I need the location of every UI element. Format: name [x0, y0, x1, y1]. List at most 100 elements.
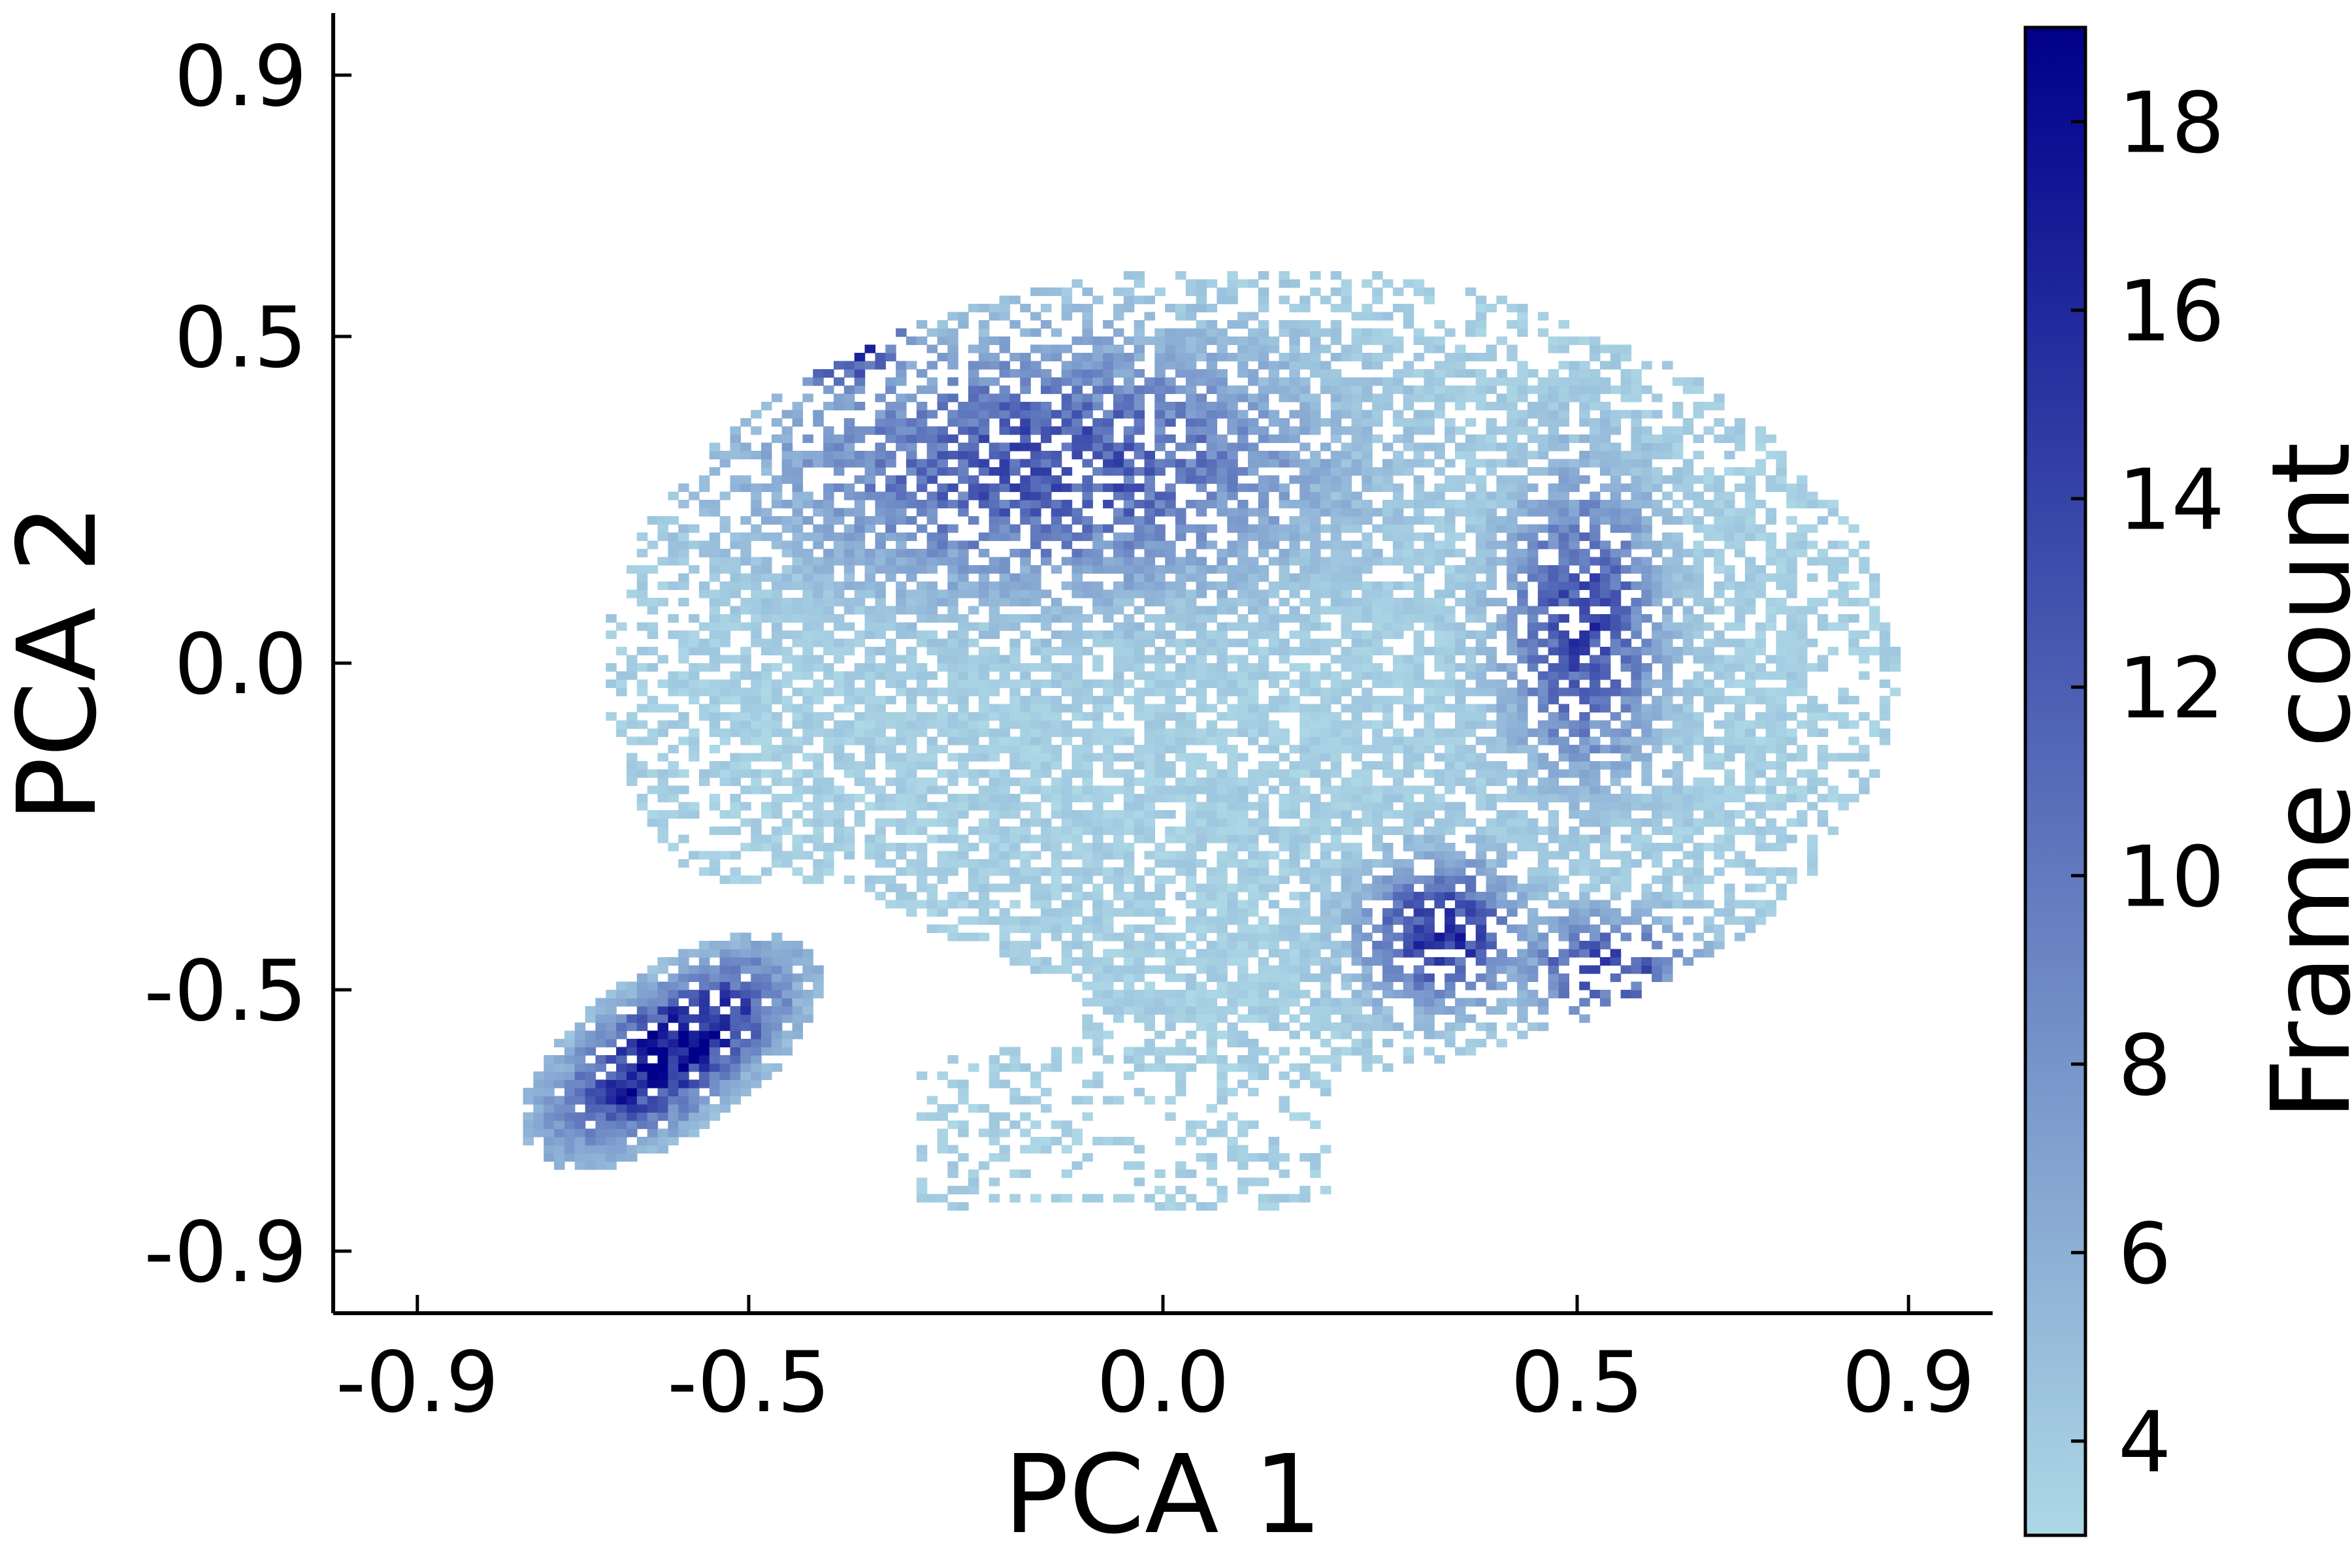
heatmap-cell [1144, 598, 1155, 607]
heatmap-cell [1134, 998, 1145, 1007]
heatmap-cell [1392, 287, 1404, 297]
heatmap-cell [1372, 598, 1383, 607]
heatmap-cell [1020, 353, 1031, 362]
heatmap-cell [1061, 532, 1073, 542]
heatmap-cell [1123, 295, 1135, 304]
heatmap-cell [1165, 810, 1176, 819]
heatmap-cell [1041, 818, 1052, 827]
heatmap-cell [1092, 1047, 1103, 1056]
heatmap-cell [854, 353, 866, 362]
heatmap-cell [698, 973, 710, 983]
heatmap-cell [823, 843, 834, 852]
heatmap-cell [1071, 336, 1083, 346]
heatmap-cell [1165, 459, 1176, 468]
heatmap-cell [1445, 802, 1456, 811]
heatmap-cell [1123, 442, 1135, 451]
heatmap-cell [1268, 524, 1280, 533]
heatmap-cell [1382, 622, 1394, 631]
heatmap-cell [999, 834, 1011, 843]
heatmap-cell [719, 1088, 731, 1097]
heatmap-cell [636, 720, 648, 729]
heatmap-cell [843, 794, 855, 803]
heatmap-cell [1320, 540, 1331, 549]
heatmap-cell [1445, 1006, 1456, 1015]
heatmap-cell [730, 777, 741, 787]
heatmap-cell [813, 843, 824, 852]
heatmap-cell [1434, 500, 1445, 509]
heatmap-cell [1175, 369, 1186, 378]
heatmap-cell [1227, 565, 1238, 574]
heatmap-cell [1061, 769, 1073, 778]
heatmap-cell [1392, 892, 1404, 901]
heatmap-cell [1351, 614, 1362, 623]
heatmap-cell [823, 671, 834, 680]
heatmap-cell [978, 344, 990, 353]
heatmap-cell [1237, 320, 1249, 329]
heatmap-cell [781, 549, 793, 558]
heatmap-cell [1445, 614, 1456, 623]
heatmap-cell [813, 761, 824, 770]
heatmap-cell [968, 540, 979, 549]
heatmap-cell [885, 532, 896, 542]
heatmap-cell [1362, 532, 1373, 542]
heatmap-cell [1196, 883, 1207, 892]
heatmap-cell [1071, 573, 1083, 582]
heatmap-cell [1403, 655, 1414, 664]
heatmap-cell [999, 532, 1011, 542]
heatmap-cell [885, 663, 896, 672]
heatmap-cell [896, 491, 907, 500]
heatmap-cell [1289, 581, 1300, 591]
heatmap-cell [1320, 916, 1331, 925]
heatmap-cell [627, 981, 638, 990]
heatmap-cell [1217, 941, 1228, 950]
heatmap-cell [1123, 941, 1135, 950]
heatmap-cell [1299, 630, 1311, 640]
heatmap-cell [1289, 859, 1300, 868]
heatmap-cell [958, 630, 969, 640]
heatmap-cell [978, 916, 990, 925]
heatmap-cell [1051, 483, 1062, 493]
heatmap-cell [1009, 1055, 1021, 1064]
heatmap-cell [698, 500, 710, 509]
heatmap-cell [926, 1194, 938, 1203]
heatmap-cell [1237, 361, 1249, 370]
heatmap-cell [1165, 410, 1176, 419]
heatmap-cell [657, 777, 668, 787]
heatmap-cell [606, 1104, 617, 1113]
heatmap-cell [1030, 500, 1041, 509]
heatmap-cell [843, 402, 855, 411]
heatmap-cell [554, 1071, 565, 1081]
heatmap-cell [1103, 598, 1114, 607]
heatmap-cell [761, 1039, 772, 1048]
heatmap-cell [1362, 304, 1373, 313]
heatmap-cell [1227, 843, 1238, 852]
heatmap-cell [1144, 745, 1155, 754]
heatmap-cell [1445, 687, 1456, 696]
heatmap-cell [1392, 679, 1404, 689]
heatmap-cell [1237, 998, 1249, 1007]
heatmap-cell [1009, 1120, 1021, 1130]
heatmap-cell [906, 336, 917, 346]
heatmap-cell [751, 941, 762, 950]
heatmap-cell [751, 696, 762, 705]
heatmap-cell [896, 589, 907, 598]
heatmap-cell [1382, 794, 1394, 803]
heatmap-cell [761, 834, 772, 843]
heatmap-cell [1041, 965, 1052, 974]
heatmap-cell [1392, 622, 1404, 631]
heatmap-cell [875, 671, 886, 680]
heatmap-cell [1196, 377, 1207, 386]
heatmap-cell [740, 761, 751, 770]
heatmap-cell [1185, 867, 1197, 876]
heatmap-cell [1154, 614, 1166, 623]
heatmap-cell [813, 532, 824, 542]
heatmap-cell [823, 385, 834, 395]
heatmap-cell [1206, 990, 1218, 999]
heatmap-cell [740, 1071, 751, 1081]
heatmap-cell [1289, 924, 1300, 934]
heatmap-cell [1134, 883, 1145, 892]
heatmap-cell [978, 418, 990, 427]
heatmap-cell [1413, 475, 1425, 484]
heatmap-cell [1206, 361, 1218, 370]
heatmap-cell [1258, 410, 1269, 419]
